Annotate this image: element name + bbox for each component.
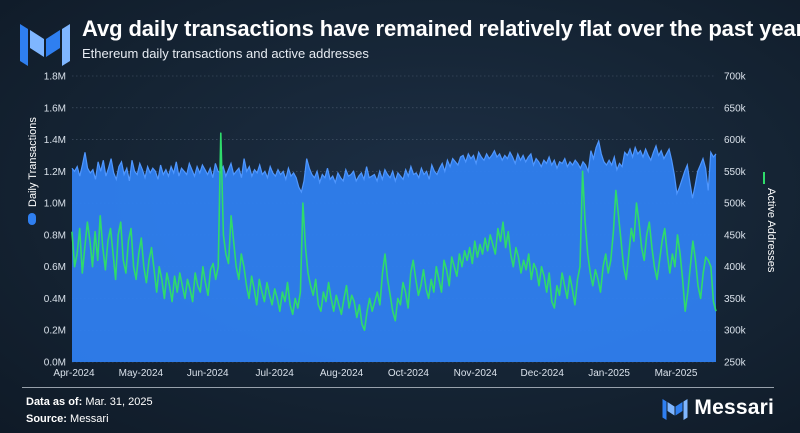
x-tick-label: Mar-2025	[655, 368, 698, 379]
y-right-tick-label: 400k	[724, 262, 747, 273]
y-left-tick-label: 0.4M	[44, 294, 66, 305]
source: Source: Messari	[26, 413, 109, 425]
active-addresses-line	[71, 132, 717, 331]
data-as-of-label: Data as of:	[26, 396, 83, 408]
transactions-line	[71, 139, 717, 199]
footer-divider	[22, 387, 774, 388]
x-tick-label: Dec-2024	[521, 368, 565, 379]
y-left-axis-title: Daily Transactions	[27, 117, 39, 207]
y-right-tick-label: 250k	[724, 358, 747, 369]
y-right-tick-label: 550k	[724, 167, 747, 178]
source-label: Source:	[26, 413, 67, 425]
y-right-tick-label: 350k	[724, 294, 747, 305]
x-tick-label: Jul-2024	[255, 368, 294, 379]
x-tick-label: Aug-2024	[320, 368, 364, 379]
x-tick-label: May-2024	[119, 368, 164, 379]
data-as-of: Data as of: Mar. 31, 2025	[26, 396, 153, 408]
y-right-tick-label: 500k	[724, 199, 747, 210]
chart-subtitle: Ethereum daily transactions and active a…	[82, 46, 369, 61]
y-left-tick-label: 0.2M	[44, 326, 66, 337]
y-left-tick-label: 1.6M	[44, 103, 66, 114]
y-right-tick-label: 300k	[724, 326, 747, 337]
x-tick-label: Jun-2024	[187, 368, 229, 379]
y-right-tick-label: 450k	[724, 230, 747, 241]
legend-active-addresses-marker	[763, 172, 765, 184]
y-right-axis-title: Active Addresses	[765, 188, 777, 273]
source-value: Messari	[70, 413, 109, 425]
x-tick-label: Jan-2025	[588, 368, 630, 379]
chart-title: Avg daily transactions have remained rel…	[82, 16, 800, 41]
x-tick-label: Oct-2024	[388, 368, 430, 379]
y-left-tick-label: 1.8M	[44, 72, 66, 83]
brand-name: Messari	[694, 396, 774, 419]
x-tick-label: Apr-2024	[53, 368, 95, 379]
y-left-tick-label: 1.4M	[44, 135, 66, 146]
y-left-tick-label: 0.8M	[44, 230, 66, 241]
data-as-of-value: Mar. 31, 2025	[85, 396, 153, 408]
messari-logo-icon	[20, 24, 70, 66]
x-tick-label: Nov-2024	[454, 368, 498, 379]
legend-transactions-marker	[28, 213, 36, 225]
y-left-tick-label: 1.2M	[44, 167, 66, 178]
y-left-tick-label: 0.6M	[44, 262, 66, 273]
y-left-tick-label: 0.0M	[44, 358, 66, 369]
y-right-tick-label: 650k	[724, 103, 747, 114]
brand-logo-icon	[662, 399, 688, 420]
y-right-tick-label: 700k	[724, 72, 747, 83]
y-right-tick-label: 600k	[724, 135, 747, 146]
brand-lockup: Messari	[662, 396, 774, 420]
y-left-tick-label: 1.0M	[44, 199, 66, 210]
